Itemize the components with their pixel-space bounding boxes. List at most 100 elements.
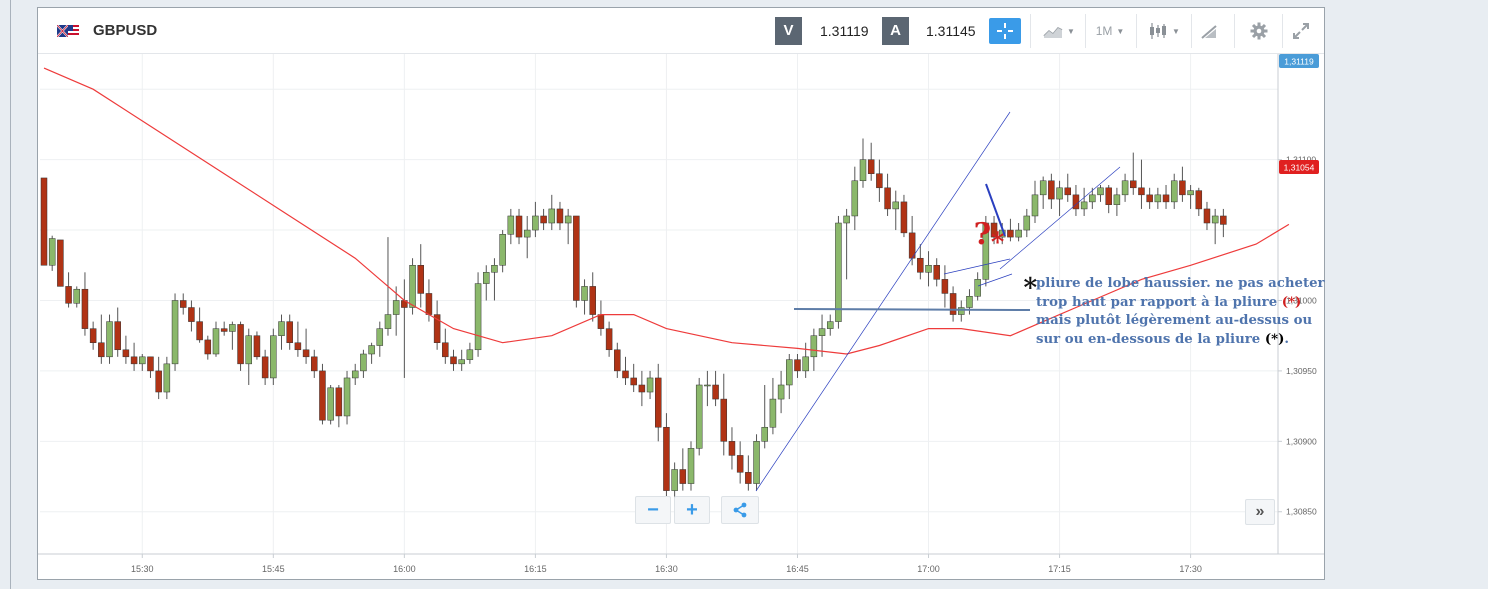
sell-price[interactable]: 1.31119: [820, 23, 869, 39]
bullish-candle-body: [343, 377, 351, 417]
trendline-bottom: [977, 273, 1013, 287]
bearish-candle-body: [728, 441, 736, 456]
bullish-candle-body: [392, 300, 400, 315]
bearish-candle-body: [884, 187, 891, 210]
bearish-candle-body: [147, 356, 154, 372]
time-tick-label: 16:00: [393, 564, 416, 574]
bullish-candle-body: [106, 321, 113, 358]
candle: [532, 201, 539, 238]
bullish-candle-body: [327, 387, 334, 421]
share-button[interactable]: [721, 496, 759, 524]
bullish-candle-body: [826, 321, 834, 329]
settings-button[interactable]: [1246, 18, 1272, 44]
symbol-label: GBPUSD: [93, 22, 158, 39]
candle: [1130, 152, 1137, 195]
candle: [974, 272, 981, 301]
current-price-value: 1,31119: [1284, 57, 1314, 67]
candle: [753, 434, 760, 491]
bullish-candle-body: [532, 215, 539, 231]
bearish-candle-body: [867, 159, 875, 174]
fullscreen-button[interactable]: [1288, 18, 1314, 44]
buy-price[interactable]: 1.31145: [926, 23, 976, 39]
candle: [540, 208, 547, 231]
gear-icon: [1250, 22, 1268, 40]
candle: [204, 335, 212, 360]
candle: [876, 159, 883, 202]
candle: [745, 455, 752, 491]
annotation-line: pliure de lobe haussier. ne pas acheter: [1036, 276, 1325, 291]
candle: [1138, 159, 1145, 209]
annotation-text: pliure de lobe haussier. ne pas acheter …: [1036, 275, 1326, 349]
candle: [630, 363, 637, 393]
bearish-candle-body: [196, 321, 203, 341]
crosshair-button[interactable]: [989, 18, 1021, 44]
bullish-candle-body: [769, 398, 777, 428]
chart-widget: GBPUSD V 1.31119 A 1.31145 ▼ 1M ▼: [37, 7, 1325, 580]
drawing-tools-button[interactable]: [1196, 18, 1222, 44]
chart-toolbar: GBPUSD V 1.31119 A 1.31145 ▼ 1M ▼: [38, 8, 1324, 54]
bearish-candle-body: [335, 387, 343, 417]
bearish-candle-body: [450, 356, 457, 365]
candle: [507, 208, 515, 245]
trendline-upper: [999, 166, 1121, 270]
ma-price-tag: 1,31054: [1279, 160, 1319, 174]
time-tick-label: 17:00: [917, 564, 940, 574]
bullish-candle-body: [466, 349, 474, 360]
bullish-candle-body: [695, 384, 703, 449]
bearish-candle-body: [1072, 194, 1080, 210]
candle: [884, 173, 891, 216]
candle: [130, 342, 138, 371]
candle: [466, 342, 474, 364]
chart-type-button[interactable]: ▼: [1038, 18, 1080, 44]
candle: [376, 321, 384, 357]
candle: [704, 370, 711, 407]
candle: [442, 328, 449, 364]
bearish-candle-body: [311, 356, 318, 372]
candle: [311, 349, 318, 378]
candle: [720, 373, 728, 456]
candle: [695, 377, 703, 456]
annotation-red-mark: (*): [1281, 294, 1302, 310]
zoom-out-button[interactable]: −: [635, 496, 671, 524]
buy-button[interactable]: A: [882, 17, 909, 45]
candle: [302, 328, 310, 364]
bullish-candle-body: [892, 201, 900, 210]
candle: [179, 293, 187, 315]
bullish-candle-body: [278, 321, 285, 336]
bullish-candle-body: [835, 222, 842, 322]
candle: [728, 427, 736, 470]
candle: [1220, 208, 1227, 238]
candle: [401, 279, 408, 378]
bearish-candle-body: [736, 455, 744, 473]
annotation-text-part: .: [1284, 331, 1290, 347]
candle: [769, 377, 777, 435]
bullish-candle-body: [564, 215, 572, 224]
candle: [843, 208, 850, 280]
candle-style-button[interactable]: ▼: [1144, 18, 1184, 44]
candle: [1121, 173, 1129, 202]
trendline-lower: [943, 258, 1011, 275]
candle: [327, 384, 334, 425]
timeframe-select[interactable]: 1M ▼: [1092, 18, 1128, 44]
bearish-candle-body: [794, 359, 801, 372]
candle: [220, 321, 228, 336]
candle: [155, 356, 162, 400]
bearish-candle-body: [204, 339, 212, 355]
candle: [859, 138, 867, 188]
annotation-text-part: sur ou en-dessous de la pliure: [1036, 331, 1265, 347]
bullish-candle-body: [483, 272, 490, 284]
candle: [802, 342, 809, 378]
chevron-down-icon: ▼: [1067, 26, 1075, 36]
candle: [982, 215, 990, 287]
bearish-candle-body: [261, 356, 269, 379]
candle: [229, 321, 236, 350]
zoom-in-button[interactable]: +: [674, 496, 710, 524]
candle: [196, 307, 203, 343]
sell-button[interactable]: V: [775, 17, 802, 45]
bearish-candle-body: [89, 328, 97, 343]
scroll-to-latest-button[interactable]: »: [1245, 499, 1275, 525]
bullish-candle-body: [802, 356, 809, 372]
time-tick-label: 15:45: [262, 564, 285, 574]
candle: [81, 272, 89, 336]
candle: [1064, 173, 1071, 202]
